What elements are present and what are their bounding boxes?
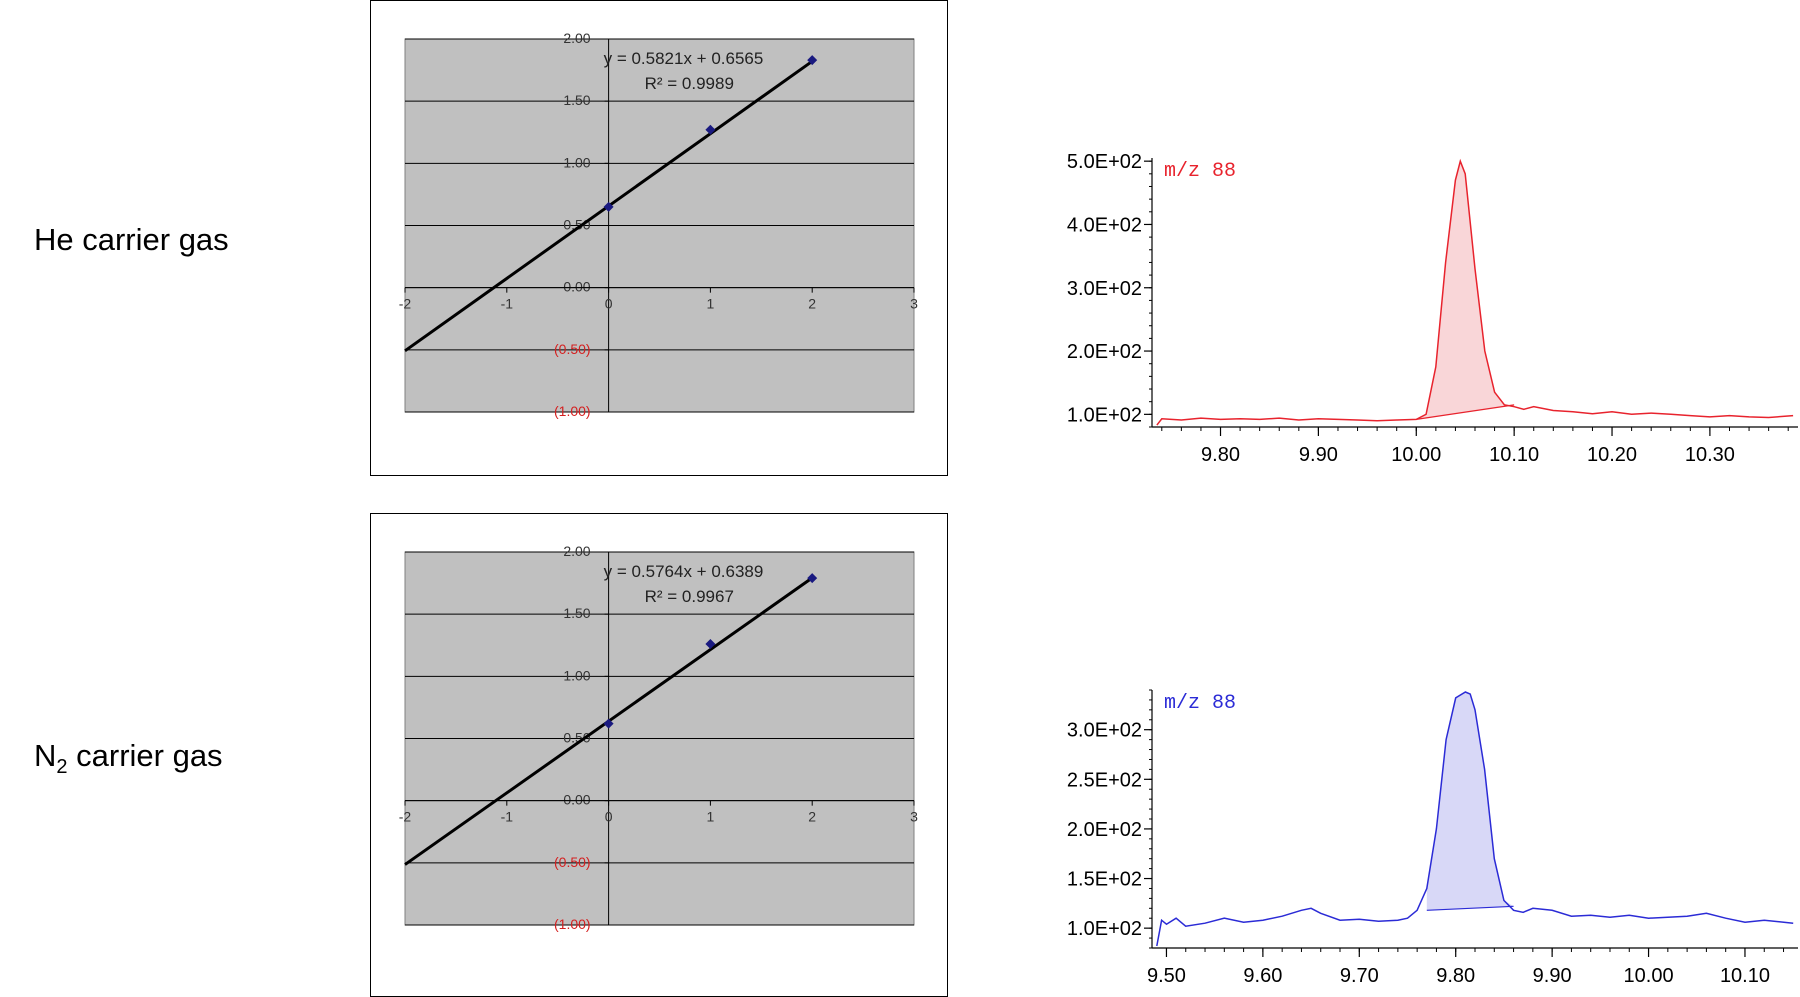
cal-n2-data-point [807,573,818,584]
chrom-he-xtick-label: 10.00 [1391,444,1441,466]
row-label-he-text: He carrier gas [34,222,229,257]
row-label-n2-prefix: N [34,738,57,773]
cal-n2-xtick-label: 3 [910,809,918,825]
cal-n2-xtick-label: 1 [707,809,715,825]
chrom-n2-ytick-label: 1.5E+02 [1067,869,1142,891]
cal-he-data-point [705,124,716,135]
chrom-he-xtick-label: 10.10 [1489,444,1539,466]
cal-n2-xtick-label: 2 [808,809,816,825]
cal-n2-data-point [603,718,614,729]
chrom-n2-ytick-label: 2.5E+02 [1067,769,1142,791]
cal-he-data-point [807,55,818,66]
cal-n2-xtick-label: -2 [399,809,412,825]
cal-n2-ytick-label: 1.50 [563,605,590,621]
chromatogram-he: 1.0E+02 2.0E+02 3.0E+02 4.0E+02 5.0E+02 9.80 9… [1020,140,1800,480]
chromatogram-he-plot: 1.0E+02 2.0E+02 3.0E+02 4.0E+02 5.0E+02 9.80 9… [1067,151,1798,466]
cal-n2-ytick-label: 1.00 [563,667,590,683]
chrom-n2-ion-label: m/z 88 [1164,692,1236,715]
chrom-he-trace [1156,158,1794,426]
cal-he-ytick-label: 0.50 [563,217,590,233]
chrom-n2-peak-area [1426,692,1514,911]
cal-he-xtick-label: 3 [910,296,918,312]
chrom-he-xtick-label: 10.30 [1685,444,1735,466]
chrom-he-ytick-label: 1.0E+02 [1067,404,1142,426]
cal-n2-ytick-label: (1.00) [554,916,591,932]
cal-n2-equation: y = 0.5764x + 0.6389 [604,562,764,581]
cal-he-data-point [603,201,614,212]
chrom-he-ion-label: m/z 88 [1164,160,1236,183]
chrom-n2-xtick-label: 10.10 [1720,965,1770,987]
row-label-he: He carrier gas [34,222,229,258]
cal-he-r-squared: R² = 0.9989 [645,74,734,93]
chrom-he-ytick-label: 2.0E+02 [1067,341,1142,363]
chrom-n2-peak-baseline [1426,905,1514,911]
cal-he-ytick-label: 1.50 [563,92,590,108]
cal-n2-data-point [705,639,716,650]
chrom-n2-xtick-label: 9.90 [1533,965,1572,987]
chrom-n2-ytick-label: 3.0E+02 [1067,720,1142,742]
calibration-chart-n2: 2.00 1.50 1.00 0.50 0.00 (0.50) (1.00) -2 -1 0 1 2 3… [399,543,918,932]
cal-he-equation: y = 0.5821x + 0.6565 [604,49,764,68]
chrom-he-ytick-label: 3.0E+02 [1067,278,1142,300]
cal-n2-ytick-label: 0.50 [563,730,590,746]
cal-he-ytick-label: 2.00 [563,30,590,46]
chrom-he-ytick-label: 4.0E+02 [1067,214,1142,236]
chrom-n2-trace [1156,691,1794,947]
chromatogram-n2-plot: 1.0E+02 1.5E+02 2.0E+02 2.5E+02 3.0E+02 9.50 9… [1067,689,1798,987]
chrom-n2-ytick-label: 1.0E+02 [1067,918,1142,940]
chrom-n2-xtick-label: 9.50 [1147,965,1186,987]
cal-n2-xtick-label: 0 [605,809,613,825]
cal-he-xtick-label: 1 [707,296,715,312]
cal-n2-ytick-label: 0.00 [563,792,590,808]
chrom-he-xtick-label: 9.90 [1299,444,1338,466]
cal-n2-r-squared: R² = 0.9967 [645,587,734,606]
row-label-n2-suffix: carrier gas [67,738,223,773]
cal-he-ytick-label: 1.00 [563,154,590,170]
chrom-he-peak-baseline [1416,404,1515,420]
chrom-n2-xtick-label: 9.80 [1436,965,1475,987]
cal-he-ytick-label: 0.00 [563,279,590,295]
row-label-n2: N2 carrier gas [34,738,223,779]
cal-n2-ytick-label: 2.00 [563,543,590,559]
calibration-chart-n2-panel: 2.00 1.50 1.00 0.50 0.00 (0.50) (1.00) -2 -1 0 1 2 3… [370,513,948,997]
chrom-n2-ytick-label: 2.0E+02 [1067,819,1142,841]
chrom-n2-xtick-label: 9.60 [1243,965,1282,987]
chrom-he-peak-area [1416,161,1515,420]
chrom-he-ytick-label: 5.0E+02 [1067,151,1142,173]
cal-he-xtick-label: 2 [808,296,816,312]
cal-he-ytick-label: (0.50) [554,341,591,357]
calibration-chart-he-panel: 2.00 1.50 1.00 0.50 0.00 (0.50) (1.00) -2 -1 0 1 2 3… [370,0,948,476]
cal-he-xtick-label: -2 [399,296,412,312]
row-label-n2-subscript: 2 [56,756,68,779]
cal-he-xtick-label: -1 [501,296,514,312]
chromatogram-n2: 1.0E+02 1.5E+02 2.0E+02 2.5E+02 3.0E+02 9.50 9… [1020,670,1800,993]
chrom-he-xtick-label: 9.80 [1201,444,1240,466]
chrom-n2-xtick-label: 9.70 [1340,965,1379,987]
cal-n2-xtick-label: -1 [501,809,514,825]
cal-he-xtick-label: 0 [605,296,613,312]
chrom-he-xtick-label: 10.20 [1587,444,1637,466]
cal-n2-ytick-label: (0.50) [554,854,591,870]
chrom-n2-xtick-label: 10.00 [1624,965,1674,987]
calibration-chart-he: 2.00 1.50 1.00 0.50 0.00 (0.50) (1.00) -2 -1 0 1 2 3… [399,30,918,419]
cal-he-ytick-label: (1.00) [554,403,591,419]
